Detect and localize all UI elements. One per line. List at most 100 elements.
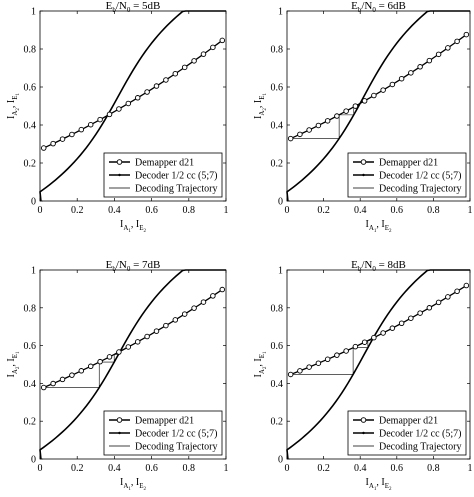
y-tick-label: 1: [278, 7, 283, 18]
xlabel-part: I: [381, 219, 384, 230]
demapper-marker: [426, 57, 433, 64]
y-axis-label: IA2, IE1: [253, 92, 268, 119]
legend-entry: Decoder 1/2 cc (5;7): [135, 171, 217, 182]
title-part: /N: [361, 259, 372, 271]
x-tick-label: 0.8: [427, 463, 440, 474]
plot-frame: [39, 10, 227, 202]
demapper-marker: [463, 282, 470, 289]
y-tick-label: 0.4: [271, 121, 284, 132]
title-subscript: 0: [372, 6, 376, 14]
legend: Demapper d21 Decoder 1/2 cc (5;7) Decoding…: [103, 410, 223, 456]
ylabel-subscript: A: [11, 111, 19, 116]
demapper-marker: [445, 45, 451, 51]
demapper-marker: [417, 64, 423, 70]
demapper-marker: [200, 51, 207, 57]
demapper-marker: [287, 371, 294, 378]
xlabel-subscript: A: [369, 224, 374, 232]
x-tick-label: 0: [285, 463, 290, 474]
ylabel-subscript2: 1: [263, 351, 268, 354]
xlabel-subscript: A: [369, 482, 374, 490]
plot-frame: [286, 10, 471, 202]
xlabel-part: ,: [131, 219, 136, 230]
demapper-marker: [87, 363, 94, 370]
x-tick-label: 0.6: [391, 205, 404, 216]
x-tick-label: 1: [224, 463, 229, 474]
legend-entry: Decoding Trajectory: [379, 442, 462, 453]
demapper-marker: [334, 352, 340, 358]
demapper-marker: [343, 108, 349, 114]
ylabel-part: I: [253, 358, 264, 361]
title-part: = 5dB: [130, 0, 160, 12]
legend-entry: Demapper d21: [135, 158, 194, 169]
legend: Demapper d21 Decoder 1/2 cc (5;7) Decoding…: [103, 152, 223, 198]
x-tick-label: 0.2: [71, 463, 84, 474]
y-tick-label: 0.6: [24, 83, 37, 94]
demapper-marker: [315, 360, 322, 366]
xlabel-subscript: A: [123, 482, 128, 490]
xlabel-part: I: [136, 477, 139, 488]
xlabel-part: I: [136, 219, 139, 230]
demapper-curve: [43, 39, 223, 149]
x-tick-label: 0.8: [427, 205, 440, 216]
x-tick-label: 0: [38, 205, 43, 216]
ylabel-subscript: A: [258, 111, 266, 116]
xlabel-part: ,: [376, 477, 381, 488]
legend-marker: [116, 417, 123, 423]
x-tick-label: 1: [224, 205, 229, 216]
legend-entry: Decoder 1/2 cc (5;7): [379, 429, 461, 440]
demapper-marker: [40, 145, 47, 151]
demapper-marker: [181, 64, 188, 71]
legend: Demapper d21 Decoder 1/2 cc (5;7) Decoding…: [347, 410, 467, 456]
y-tick-label: 0.8: [24, 303, 37, 314]
decoder-curve: [286, 10, 470, 202]
demapper-marker: [352, 343, 359, 350]
y-tick-label: 0.6: [271, 341, 284, 352]
chart-title: Eb/N0 = 8dB: [351, 259, 406, 273]
legend-entry: Demapper d21: [379, 416, 438, 427]
x-tick-label: 1: [468, 463, 473, 474]
y-tick-label: 0.4: [24, 379, 37, 390]
demapper-marker: [191, 58, 197, 64]
title-part: E: [351, 0, 358, 12]
demapper-marker: [144, 333, 150, 340]
demapper-marker: [398, 320, 405, 327]
x-axis-label: IA1, IE2: [365, 219, 392, 234]
x-tick-label: 0.2: [317, 205, 330, 216]
legend: Demapper d21 Decoder 1/2 cc (5;7) Decoding…: [347, 152, 467, 198]
y-tick-label: 0.8: [24, 45, 37, 56]
x-axis-label: IA1, IE2: [365, 477, 392, 492]
ylabel-part: ,: [253, 362, 264, 367]
demapper-marker: [87, 121, 94, 128]
demapper-marker: [125, 344, 132, 350]
demapper-marker: [69, 131, 75, 138]
demapper-marker: [219, 37, 226, 44]
legend-marker: [118, 431, 121, 435]
demapper-marker: [134, 339, 141, 345]
demapper-marker: [297, 368, 303, 374]
demapper-marker: [371, 334, 377, 341]
demapper-marker: [287, 135, 294, 142]
demapper-marker: [324, 356, 331, 363]
demapper-marker: [389, 81, 396, 88]
demapper-marker: [210, 44, 216, 51]
demapper-marker: [134, 95, 141, 101]
x-tick-label: 0.6: [391, 463, 404, 474]
demapper-marker: [324, 118, 331, 124]
legend-entry: Decoder 1/2 cc (5;7): [379, 171, 461, 182]
demapper-marker: [200, 299, 207, 305]
legend-marker: [360, 159, 367, 165]
title-part: E: [106, 259, 113, 271]
ylabel-subscript2: 1: [16, 351, 21, 354]
y-tick-label: 0.2: [24, 159, 37, 170]
decoder-curve: [39, 269, 226, 460]
legend-entry: Demapper d21: [379, 158, 438, 169]
y-tick-label: 0: [31, 455, 36, 466]
ylabel-part: ,: [6, 362, 17, 367]
ylabel-subscript2: 1: [263, 92, 268, 95]
ylabel-subscript: E: [258, 354, 266, 358]
demapper-marker: [59, 136, 66, 142]
demapper-marker: [315, 122, 322, 129]
title-part: = 8dB: [376, 259, 406, 271]
legend-entry: Decoding Trajectory: [379, 184, 462, 195]
